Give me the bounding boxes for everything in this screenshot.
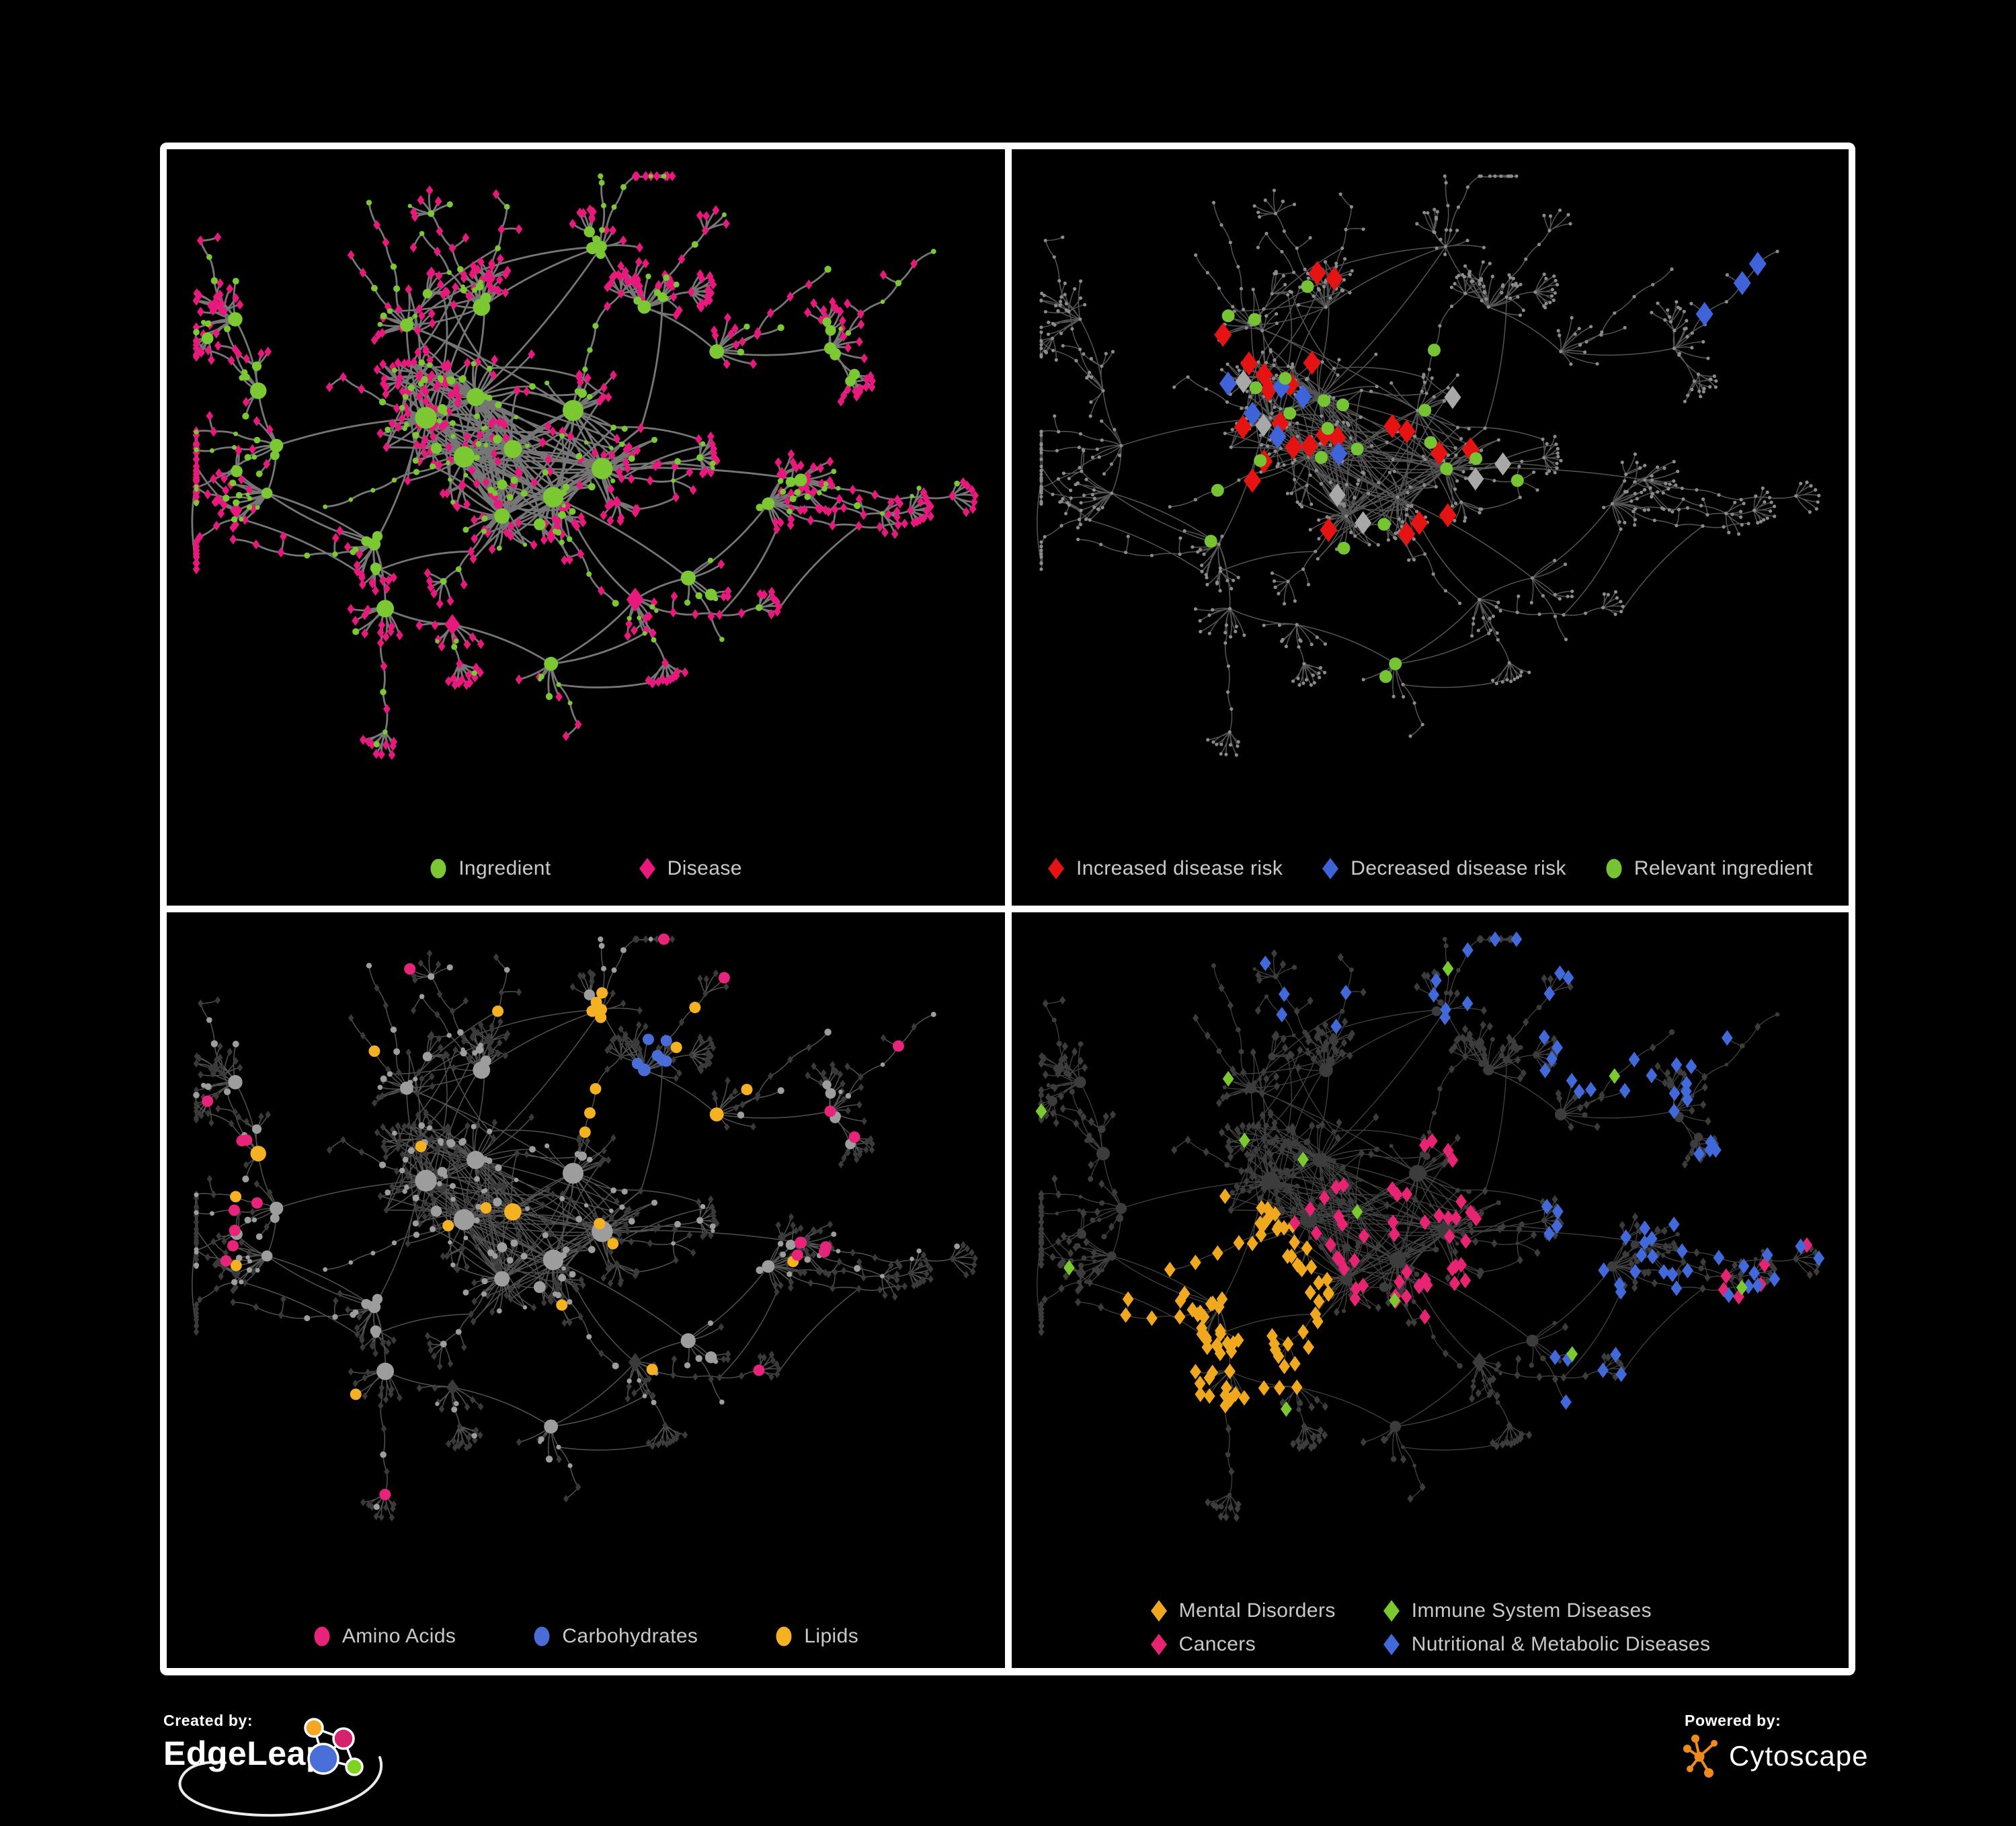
legend-diamond-marker (1150, 1600, 1167, 1622)
edges (1037, 938, 1819, 1518)
legend-label: Immune System Diseases (1411, 1599, 1652, 1622)
legend-diamond-marker (1048, 858, 1064, 879)
legend-diamond-marker (1383, 1634, 1400, 1655)
legend-item: Cancers (1150, 1633, 1336, 1656)
legend-circle-marker (430, 859, 446, 879)
legend-item: Lipids (775, 1625, 858, 1648)
legend: Amino Acids Carbohydrates Lipids (167, 1625, 1005, 1648)
panel-disease-risk: Increased disease risk Decreased disease … (1012, 149, 1849, 906)
network-graph-disease-risk (1037, 174, 1821, 757)
legend-item: Relevant ingredient (1605, 857, 1813, 880)
legend-item: Decreased disease risk (1322, 857, 1566, 880)
base-nodes (1039, 174, 1821, 757)
legend-item: Nutritional & Metabolic Diseases (1383, 1633, 1711, 1656)
edgeleap-brand: EdgeLeap (163, 1735, 327, 1772)
legend-diamond-marker (1383, 1600, 1400, 1622)
edges (192, 937, 975, 1518)
figure-frame: Ingredient Disease Increased disease risk… (160, 143, 1855, 1675)
cytoscape-icon-nodes (1683, 1735, 1718, 1778)
legend-item: Carbohydrates (533, 1625, 698, 1648)
legend: Mental Disorders Immune System Diseases Ca… (1012, 1599, 1849, 1656)
disease-nodes (192, 171, 979, 760)
legend-circle-marker (1606, 859, 1622, 879)
legend-label: Cancers (1178, 1633, 1256, 1655)
legend: Ingredient Disease (167, 857, 1005, 880)
legend-item: Immune System Diseases (1383, 1599, 1711, 1622)
legend-label: Ingredient (458, 857, 551, 879)
relevant-ingredient-nodes (1204, 280, 1524, 683)
legend-item: Disease (639, 857, 742, 880)
legend-item: Increased disease risk (1047, 857, 1283, 880)
legend-label: Lipids (804, 1625, 859, 1647)
network-graph-ingredients-diseases (191, 171, 979, 760)
legend-label: Mental Disorders (1178, 1599, 1336, 1622)
legend-label: Relevant ingredient (1634, 857, 1813, 879)
lipid-nodes (230, 987, 799, 1400)
network-graph-disease-categories (1035, 931, 1825, 1522)
base-ingredient-nodes (1039, 937, 1780, 1510)
legend-label: Carbohydrates (562, 1625, 698, 1647)
disease-nodes-dim (193, 935, 978, 1521)
legend-item: Amino Acids (313, 1625, 456, 1648)
edges (191, 174, 975, 756)
panel-disease-categories: Mental Disorders Immune System Diseases Ca… (1012, 912, 1849, 1668)
legend-diamond-marker (639, 858, 655, 879)
panel-ingredients-diseases: Ingredient Disease (167, 149, 1005, 906)
legend: Increased disease risk Decreased disease … (1012, 857, 1849, 880)
amino-acid-nodes (202, 933, 904, 1501)
created-by-block: Created by: EdgeLeap (163, 1712, 405, 1826)
cytoscape-brand: Cytoscape (1729, 1740, 1869, 1772)
legend-label: Increased disease risk (1076, 857, 1283, 879)
legend-diamond-marker (1322, 858, 1339, 879)
legend-label: Nutritional & Metabolic Diseases (1411, 1633, 1711, 1655)
legend-circle-marker (534, 1626, 550, 1646)
powered-by-label: Powered by: (1685, 1712, 1781, 1729)
mental-disorder-nodes (1120, 1188, 1334, 1414)
legend-circle-marker (314, 1626, 330, 1646)
increased-risk-nodes (1214, 261, 1480, 547)
legend-label: Disease (667, 857, 742, 879)
legend-circle-marker (776, 1626, 792, 1646)
legend-label: Decreased disease risk (1350, 857, 1566, 879)
legend-item: Ingredient (430, 857, 551, 880)
edges (1037, 175, 1819, 756)
network-graph-ingredient-classes (192, 933, 978, 1521)
base-disease-nodes (1038, 935, 1821, 1522)
ingredient-nodes-gray (193, 936, 960, 1510)
ingredient-nodes (193, 173, 960, 748)
powered-by-block: Powered by: Cytoscape (1682, 1712, 1991, 1799)
legend-label: Amino Acids (341, 1625, 456, 1647)
decreased-risk-nodes (1219, 251, 1767, 466)
legend-item: Mental Disorders (1150, 1599, 1336, 1622)
carbohydrate-nodes (631, 1033, 672, 1076)
panel-ingredient-classes: Amino Acids Carbohydrates Lipids (167, 912, 1005, 1668)
legend-diamond-marker (1150, 1634, 1167, 1655)
created-by-label: Created by: (163, 1712, 253, 1729)
cancer-nodes (1289, 1133, 1813, 1325)
cytoscape-logo-icon (1683, 1735, 1718, 1778)
